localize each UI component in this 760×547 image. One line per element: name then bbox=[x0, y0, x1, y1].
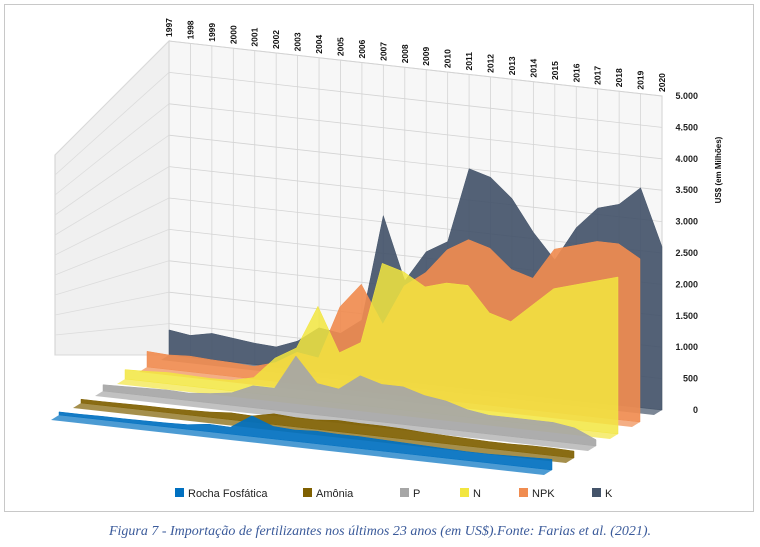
x-tick-label: 2004 bbox=[314, 35, 324, 54]
legend-swatch bbox=[175, 488, 184, 497]
y-tick-label: 4.500 bbox=[675, 122, 698, 132]
y-tick-label: 1.000 bbox=[675, 342, 698, 352]
x-tick-label: 2016 bbox=[571, 63, 581, 82]
y-tick-label: 500 bbox=[683, 374, 698, 384]
series-area-am-nia bbox=[80, 398, 575, 459]
legend-label: Rocha Fosfática bbox=[188, 488, 268, 500]
gridline bbox=[168, 103, 663, 160]
x-tick-label: 1999 bbox=[207, 23, 217, 42]
side-gridline bbox=[54, 134, 170, 216]
series-area-rocha-fosf-tica bbox=[58, 411, 553, 471]
y-tick-label: 5.000 bbox=[675, 91, 698, 101]
chart: 0 500 1.000 1.500 2.000 2.500 3.000 3.500 4.000 4… bbox=[51, 18, 723, 500]
legend-label: K bbox=[605, 488, 613, 500]
legend-swatch bbox=[400, 488, 409, 497]
x-tick-label: 2000 bbox=[228, 25, 238, 44]
side-gridline bbox=[54, 323, 170, 336]
gridline bbox=[168, 166, 663, 222]
legend-label: NPK bbox=[532, 488, 555, 500]
x-tick-label: 2014 bbox=[528, 58, 538, 77]
side-gridline bbox=[54, 166, 170, 236]
gridline bbox=[168, 40, 663, 97]
y-tick-label: 2.500 bbox=[675, 248, 698, 258]
side-gridline bbox=[54, 197, 170, 256]
x-tick-label: 1997 bbox=[164, 18, 174, 37]
side-gridline bbox=[54, 260, 170, 296]
x-tick-label: 2020 bbox=[657, 73, 667, 92]
x-tick-label: 2005 bbox=[335, 37, 345, 56]
y-axis-title: US$ (em Milhões) bbox=[714, 136, 723, 203]
x-tick-label: 2009 bbox=[421, 47, 431, 66]
figure-caption: Figura 7 - Importação de fertilizantes n… bbox=[108, 524, 652, 539]
legend-label: Amônia bbox=[316, 488, 354, 500]
x-tick-label: 2012 bbox=[486, 54, 496, 73]
x-tick-label: 2011 bbox=[464, 52, 474, 71]
x-tick-label: 2017 bbox=[593, 66, 603, 85]
legend-swatch bbox=[519, 488, 528, 497]
side-gridline bbox=[54, 103, 170, 196]
y-tick-label: 3.000 bbox=[675, 217, 698, 227]
chart-frame: 0 500 1.000 1.500 2.000 2.500 3.000 3.500 4.000 4… bbox=[4, 4, 754, 512]
legend-label: N bbox=[473, 488, 481, 500]
x-tick-label: 2015 bbox=[550, 61, 560, 80]
x-tick-label: 2002 bbox=[271, 30, 281, 49]
x-tick-label: 2018 bbox=[614, 68, 624, 87]
x-tick-label: 2003 bbox=[293, 32, 303, 51]
y-tick-label: 1.500 bbox=[675, 311, 698, 321]
x-tick-label: 2010 bbox=[443, 49, 453, 68]
legend-label: P bbox=[413, 488, 420, 500]
y-tick-label: 3.500 bbox=[675, 185, 698, 195]
y-tick-label: 0 bbox=[693, 405, 698, 415]
x-tick-label: 2007 bbox=[378, 42, 388, 61]
y-tick-label: 4.000 bbox=[675, 154, 698, 164]
legend-swatch bbox=[592, 488, 601, 497]
gridline bbox=[168, 134, 663, 191]
x-tick-label: 2006 bbox=[357, 39, 367, 58]
x-tick-label: 2019 bbox=[636, 70, 646, 89]
x-tick-label: 2013 bbox=[507, 56, 517, 75]
side-gridline bbox=[54, 40, 170, 156]
side-gridline bbox=[54, 229, 170, 276]
side-gridline bbox=[54, 72, 170, 176]
y-tick-label: 2.000 bbox=[675, 279, 698, 289]
x-tick-label: 2008 bbox=[400, 44, 410, 63]
legend-swatch bbox=[460, 488, 469, 497]
x-tick-label: 2001 bbox=[250, 27, 260, 46]
series-area-p bbox=[102, 355, 597, 447]
series-base-ribbon bbox=[95, 391, 596, 451]
x-tick-label: 1998 bbox=[185, 20, 195, 39]
series-base-ribbon bbox=[51, 415, 552, 475]
side-gridline bbox=[54, 291, 170, 316]
legend-swatch bbox=[303, 488, 312, 497]
gridline bbox=[168, 72, 663, 128]
